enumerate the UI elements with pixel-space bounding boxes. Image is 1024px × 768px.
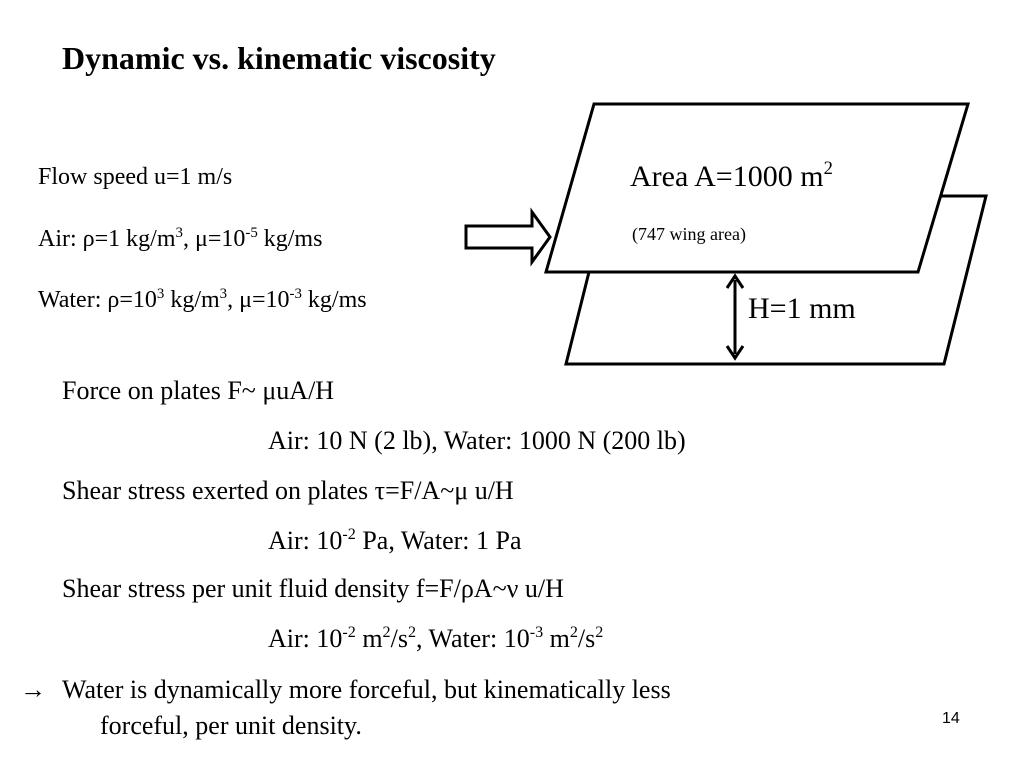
shear-stress-line: Shear stress exerted on plates τ=F/A~μ u… xyxy=(62,476,514,505)
gap-height-label: H=1 mm xyxy=(748,292,856,325)
density-stress-line: Shear stress per unit fluid density f=F/… xyxy=(62,574,564,603)
area-label: Area A=1000 m2 xyxy=(630,158,833,193)
conclusion-line-2: forceful, per unit density. xyxy=(100,711,362,740)
density-stress-values: Air: 10-2 m2/s2, Water: 10-3 m2/s2 xyxy=(268,624,604,653)
flow-arrow-icon xyxy=(464,207,552,267)
water-properties: Water: ρ=103 kg/m3, μ=10-3 kg/ms xyxy=(38,285,367,313)
force-values: Air: 10 N (2 lb), Water: 1000 N (200 lb) xyxy=(268,426,686,455)
air-properties: Air: ρ=1 kg/m3, μ=10-5 kg/ms xyxy=(38,224,323,252)
conclusion-arrow-icon: → xyxy=(20,675,46,704)
lower-plate xyxy=(564,194,988,366)
flow-speed-text: Flow speed u=1 m/s xyxy=(38,164,233,190)
force-line: Force on plates F~ μuA/H xyxy=(62,376,335,405)
gap-arrow-icon xyxy=(725,273,745,361)
slide-title: Dynamic vs. kinematic viscosity xyxy=(62,40,496,76)
page-number: 14 xyxy=(942,710,960,727)
conclusion-text: Water is dynamically more forceful, but … xyxy=(62,672,882,744)
shear-stress-values: Air: 10-2 Pa, Water: 1 Pa xyxy=(268,526,522,555)
wing-area-note: (747 wing area) xyxy=(632,224,746,244)
conclusion-line-1: Water is dynamically more forceful, but … xyxy=(62,675,671,704)
